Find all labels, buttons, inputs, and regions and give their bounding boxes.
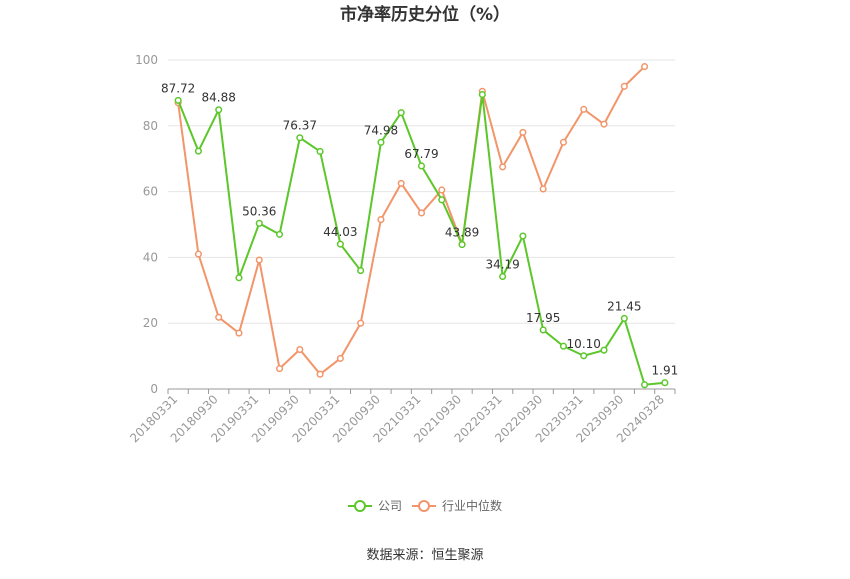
y-tick-label: 0 bbox=[150, 382, 158, 396]
legend-industry-marker bbox=[418, 500, 430, 512]
data-point-1 bbox=[559, 138, 568, 146]
data-point-0 bbox=[661, 379, 669, 387]
data-label: 44.03 bbox=[323, 225, 357, 239]
data-point-0 bbox=[620, 314, 628, 322]
legend: 公司 行业中位数 bbox=[348, 498, 502, 513]
data-point-1 bbox=[417, 209, 426, 217]
data-label: 87.72 bbox=[161, 81, 195, 95]
data-point-1 bbox=[336, 354, 344, 362]
y-tick-label: 80 bbox=[143, 119, 158, 133]
legend-industry-label: 行业中位数 bbox=[442, 498, 502, 513]
legend-company-label: 公司 bbox=[378, 499, 402, 513]
y-axis: 0 20 40 60 80 100 bbox=[135, 53, 158, 396]
data-point-0 bbox=[215, 106, 223, 114]
data-point-1 bbox=[377, 216, 385, 224]
data-point-0 bbox=[174, 96, 182, 104]
data-label: 74.98 bbox=[364, 123, 398, 137]
data-point-0 bbox=[316, 147, 324, 156]
data-point-0 bbox=[336, 240, 344, 248]
data-point-0 bbox=[417, 162, 426, 170]
data-point-0 bbox=[600, 346, 608, 354]
data-label: 1.91 bbox=[652, 364, 679, 378]
data-point-0 bbox=[438, 196, 446, 204]
data-point-0 bbox=[194, 147, 202, 155]
data-point-1 bbox=[215, 313, 223, 321]
data-point-0 bbox=[377, 138, 385, 146]
data-point-1 bbox=[620, 82, 628, 90]
data-label: 76.37 bbox=[283, 119, 317, 133]
data-labels: 87.72 84.88 50.36 76.37 44.03 74.98 67.79 43.89… bbox=[161, 81, 678, 377]
grid-lines bbox=[168, 59, 675, 324]
data-point-1 bbox=[580, 105, 588, 113]
series-layer bbox=[174, 63, 669, 389]
data-point-1 bbox=[519, 128, 527, 136]
data-label: 84.88 bbox=[202, 91, 236, 105]
data-point-1 bbox=[194, 250, 202, 258]
data-source: 数据来源：恒生聚源 bbox=[366, 548, 483, 563]
data-point-1 bbox=[296, 345, 304, 354]
data-point-0 bbox=[296, 134, 304, 142]
data-point-0 bbox=[478, 90, 486, 99]
series-line-1 bbox=[177, 65, 646, 376]
data-point-1 bbox=[275, 365, 284, 373]
data-point-0 bbox=[255, 219, 263, 227]
data-point-0 bbox=[397, 109, 405, 117]
legend-item-industry-median[interactable]: 行业中位数 bbox=[412, 498, 502, 513]
data-label: 67.79 bbox=[404, 147, 438, 161]
data-point-1 bbox=[397, 179, 405, 187]
data-point-0 bbox=[499, 272, 507, 281]
y-tick-label: 100 bbox=[135, 53, 158, 67]
data-point-0 bbox=[458, 241, 466, 249]
data-point-1 bbox=[357, 319, 365, 327]
data-point-1 bbox=[499, 163, 507, 171]
data-label: 21.45 bbox=[607, 299, 641, 313]
chart-title: 市净率历史分位（%） bbox=[340, 4, 510, 25]
data-point-1 bbox=[316, 370, 324, 378]
data-point-1 bbox=[600, 120, 608, 128]
data-point-1 bbox=[235, 329, 243, 337]
data-point-1 bbox=[438, 186, 446, 194]
data-point-0 bbox=[519, 232, 527, 240]
data-label: 43.89 bbox=[445, 226, 479, 240]
data-point-0 bbox=[580, 352, 588, 360]
legend-company-marker bbox=[354, 500, 366, 512]
data-point-0 bbox=[275, 230, 284, 238]
data-point-0 bbox=[235, 274, 243, 282]
data-label: 34.19 bbox=[485, 258, 519, 272]
data-point-1 bbox=[255, 256, 263, 264]
y-tick-label: 40 bbox=[143, 250, 158, 264]
y-tick-label: 60 bbox=[143, 185, 158, 199]
data-point-0 bbox=[357, 267, 365, 275]
x-axis: 2018033120180930201903312019093020200331… bbox=[127, 388, 676, 445]
data-label: 10.10 bbox=[567, 337, 601, 351]
data-point-1 bbox=[539, 185, 547, 193]
data-label: 50.36 bbox=[242, 204, 276, 218]
data-point-0 bbox=[559, 342, 568, 350]
data-point-1 bbox=[641, 63, 649, 71]
y-tick-label: 20 bbox=[143, 316, 158, 330]
data-point-0 bbox=[641, 381, 649, 389]
data-label: 17.95 bbox=[526, 311, 560, 325]
legend-item-company[interactable]: 公司 bbox=[348, 499, 402, 513]
data-point-0 bbox=[539, 326, 547, 334]
